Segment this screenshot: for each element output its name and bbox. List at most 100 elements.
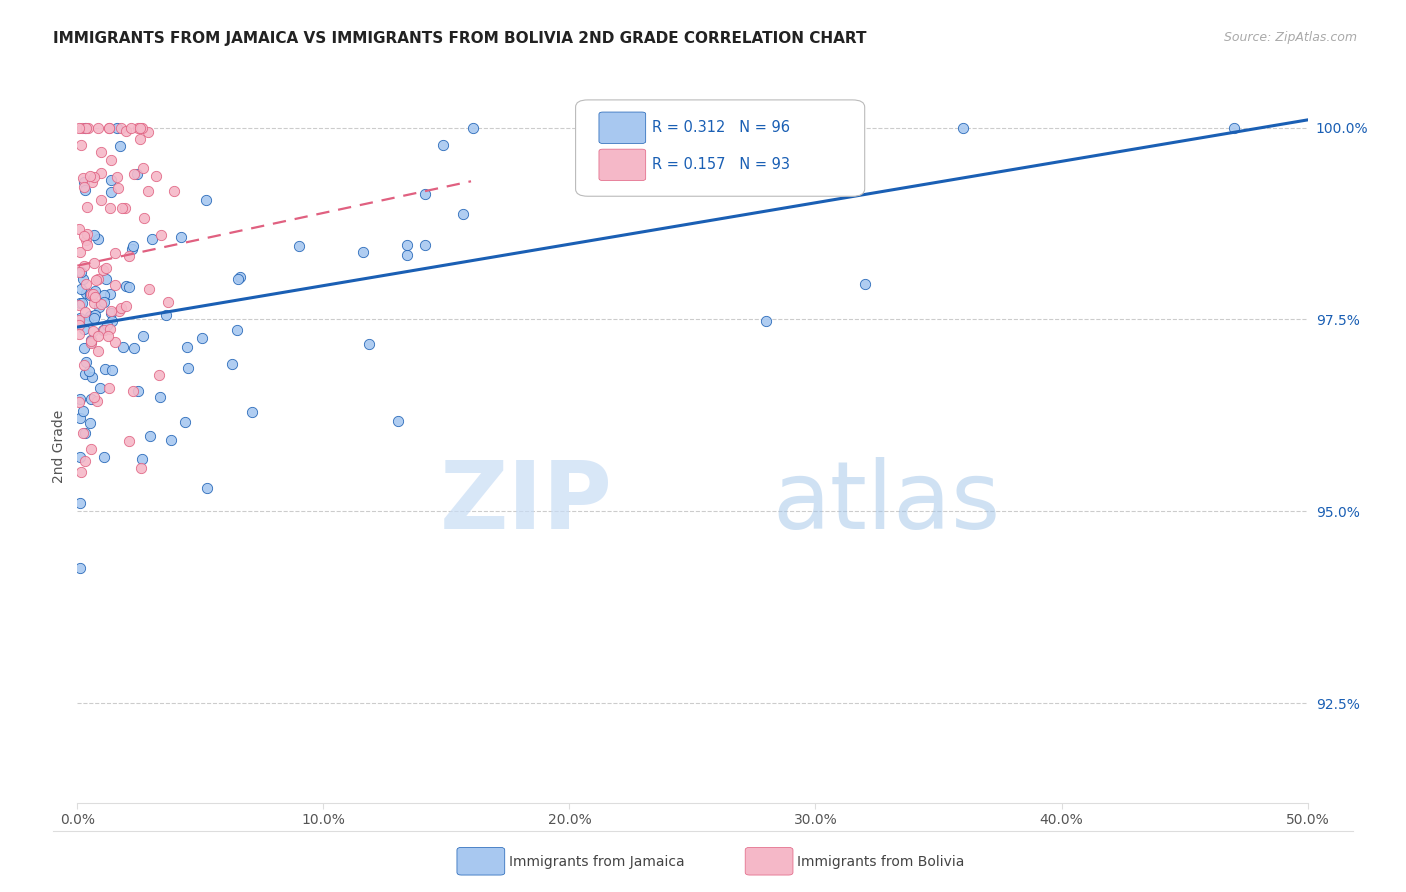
- Point: [226, 271, 249, 285]
- Text: IMMIGRANTS FROM JAMAICA VS IMMIGRANTS FROM BOLIVIA 2ND GRADE CORRELATION CHART: IMMIGRANTS FROM JAMAICA VS IMMIGRANTS FR…: [53, 31, 868, 46]
- Point: [75, 355, 97, 369]
- Point: [67, 327, 90, 342]
- Point: [114, 201, 136, 215]
- Point: [387, 414, 409, 428]
- Point: [91, 262, 114, 277]
- Point: [83, 284, 105, 298]
- FancyBboxPatch shape: [599, 149, 645, 180]
- Point: [97, 329, 120, 343]
- Point: [93, 287, 115, 301]
- Point: [73, 341, 96, 355]
- Point: [804, 136, 827, 150]
- Point: [75, 120, 97, 135]
- Point: [73, 454, 96, 468]
- Point: [129, 132, 152, 146]
- Point: [226, 323, 249, 337]
- Point: [93, 294, 115, 309]
- Point: [67, 298, 90, 312]
- Point: [69, 311, 91, 326]
- Point: [69, 410, 91, 425]
- Point: [157, 295, 180, 310]
- Point: [73, 259, 96, 273]
- Point: [84, 289, 107, 303]
- Point: [149, 227, 172, 242]
- Point: [69, 295, 91, 310]
- Point: [77, 364, 100, 378]
- Point: [98, 201, 121, 215]
- Point: [177, 360, 200, 375]
- Point: [82, 324, 104, 338]
- Point: [100, 153, 122, 167]
- Point: [98, 322, 121, 336]
- Point: [80, 175, 103, 189]
- Point: [83, 390, 105, 404]
- Point: [83, 255, 105, 269]
- Point: [80, 335, 103, 350]
- Point: [141, 232, 163, 246]
- Point: [853, 277, 876, 292]
- Point: [127, 120, 149, 135]
- Point: [79, 169, 101, 183]
- Point: [79, 416, 101, 430]
- Point: [107, 120, 129, 135]
- Point: [118, 249, 141, 263]
- Point: [174, 415, 197, 429]
- Point: [75, 305, 97, 319]
- Point: [97, 120, 120, 135]
- Point: [127, 384, 149, 398]
- Point: [73, 367, 96, 381]
- Point: [132, 329, 155, 343]
- Point: [72, 272, 94, 286]
- Point: [80, 392, 103, 407]
- Point: [70, 282, 93, 296]
- Point: [352, 244, 374, 259]
- Point: [952, 120, 974, 135]
- Point: [240, 404, 263, 418]
- Text: R = 0.157   N = 93: R = 0.157 N = 93: [652, 157, 790, 171]
- Point: [93, 323, 115, 337]
- Point: [67, 312, 90, 326]
- Point: [96, 271, 118, 285]
- Point: [100, 303, 122, 318]
- Point: [101, 314, 124, 328]
- Point: [100, 186, 122, 200]
- Point: [82, 286, 104, 301]
- Point: [395, 247, 418, 261]
- Point: [67, 318, 90, 333]
- Point: [149, 390, 172, 404]
- Point: [432, 138, 454, 153]
- Point: [80, 334, 103, 348]
- Point: [87, 301, 110, 315]
- Point: [107, 303, 129, 318]
- Point: [121, 384, 143, 398]
- Point: [131, 451, 153, 466]
- Point: [107, 180, 129, 194]
- Point: [75, 233, 97, 247]
- Point: [100, 287, 122, 301]
- FancyBboxPatch shape: [575, 100, 865, 196]
- Point: [73, 426, 96, 441]
- Point: [79, 287, 101, 301]
- Point: [87, 343, 110, 358]
- Point: [170, 229, 193, 244]
- Point: [131, 120, 153, 135]
- Point: [111, 201, 134, 215]
- Point: [195, 481, 218, 495]
- Point: [73, 179, 96, 194]
- Point: [91, 323, 114, 337]
- Point: [1223, 120, 1246, 135]
- Point: [87, 328, 110, 343]
- Point: [122, 238, 145, 252]
- Point: [127, 167, 149, 181]
- Point: [76, 227, 98, 241]
- Point: [79, 287, 101, 301]
- Point: [94, 260, 117, 275]
- Point: [148, 368, 170, 382]
- Point: [70, 137, 93, 152]
- Point: [129, 461, 152, 475]
- Point: [190, 331, 212, 345]
- Point: [72, 170, 94, 185]
- Point: [77, 120, 100, 135]
- Point: [93, 450, 115, 465]
- Point: [69, 561, 91, 575]
